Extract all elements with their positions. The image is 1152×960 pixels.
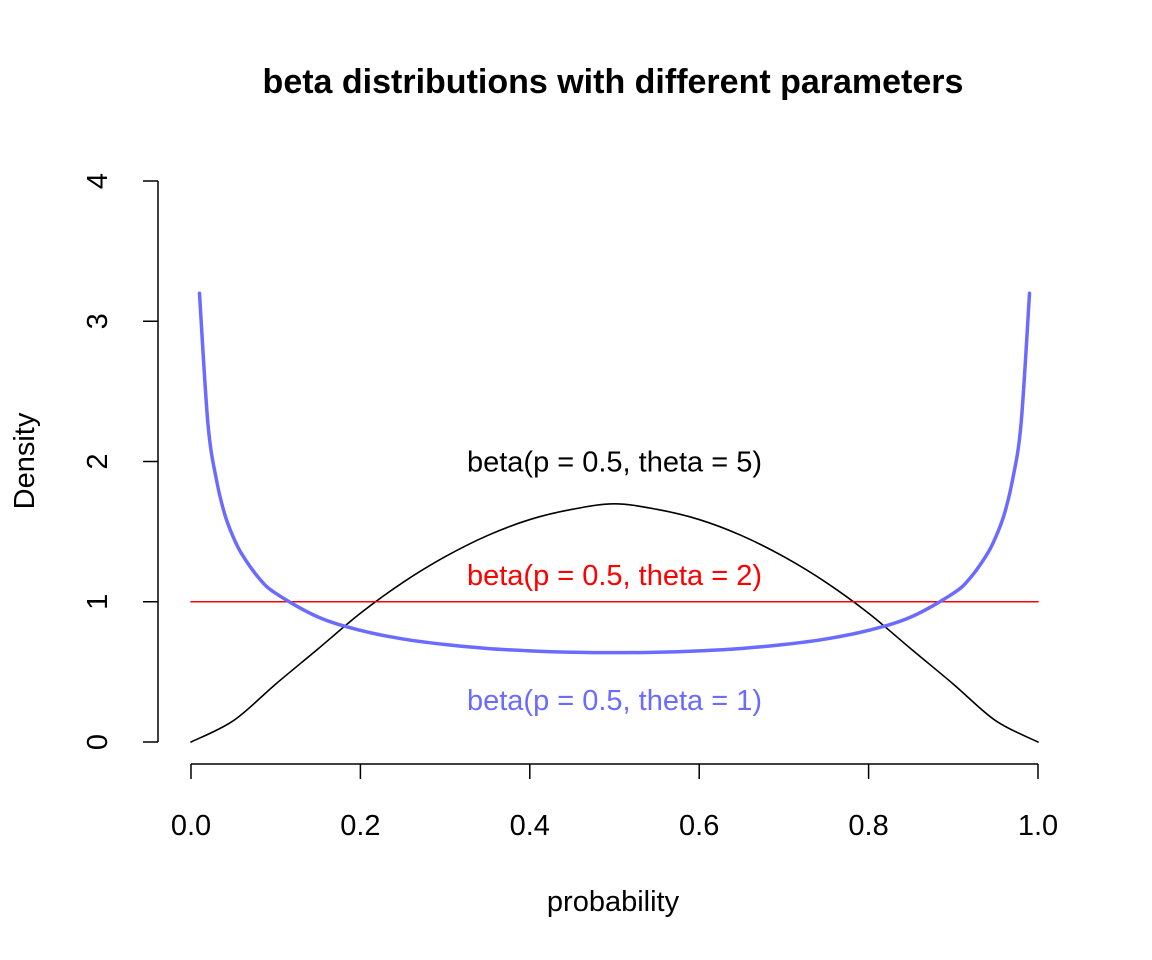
- annotation-layer: beta(p = 0.5, theta = 5) beta(p = 0.5, th…: [467, 447, 762, 717]
- annotation-1: beta(p = 0.5, theta = 2): [467, 560, 762, 592]
- y-tick-label-0: 0: [82, 734, 114, 750]
- y-tick-label-4: 4: [82, 173, 114, 189]
- series-line-0: [190, 503, 1039, 743]
- chart-title: beta distributions with different parame…: [263, 63, 964, 101]
- y-axis-title: Density: [9, 412, 41, 509]
- y-tick-label-2: 2: [82, 453, 114, 469]
- x-tick-label-4: 0.8: [848, 810, 888, 842]
- y-tick-label-3: 3: [82, 313, 114, 329]
- x-tick-label-1: 0.2: [340, 810, 380, 842]
- x-tick-label-2: 0.4: [510, 810, 550, 842]
- annotation-0: beta(p = 0.5, theta = 5): [467, 447, 762, 479]
- series-layer: [190, 291, 1039, 743]
- x-tick-label-3: 0.6: [679, 810, 719, 842]
- annotation-2: beta(p = 0.5, theta = 1): [467, 685, 762, 717]
- x-axis-title: probability: [547, 886, 680, 918]
- x-tick-label-0: 0.0: [171, 810, 211, 842]
- y-tick-label-1: 1: [82, 594, 114, 610]
- x-tick-label-5: 1.0: [1018, 810, 1058, 842]
- y-axis: 0 1 2 3 4: [82, 173, 159, 750]
- series-line-2: [197, 291, 1032, 655]
- x-axis: 0.0 0.2 0.4 0.6 0.8 1.0: [171, 763, 1058, 842]
